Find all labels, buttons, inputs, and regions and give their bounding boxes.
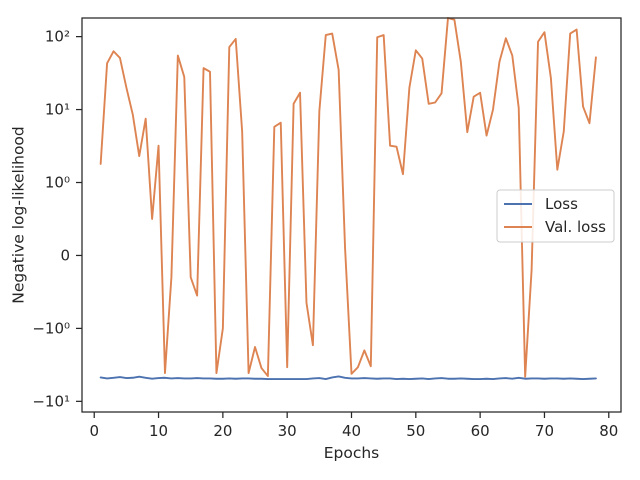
y-tick-label: 10¹ (45, 101, 70, 119)
legend: Loss Val. loss (496, 189, 615, 243)
y-tick-label: 10⁰ (45, 174, 70, 192)
x-tick-label: 60 (471, 422, 490, 440)
y-tick-label: −10⁰ (32, 319, 70, 337)
x-tick-label: 30 (278, 422, 297, 440)
legend-label: Loss (545, 195, 578, 213)
series-lines (99, 17, 597, 381)
x-tick-label: 40 (342, 422, 361, 440)
x-tick-label: 20 (213, 422, 232, 440)
x-tick-label: 0 (89, 422, 99, 440)
axes: 0 10 20 30 40 50 60 70 80 −10¹ −10⁰ 0 10⁰ 10¹ 10² (32, 28, 618, 440)
y-axis-title: Negative log-likelihood (10, 126, 28, 304)
y-tick-label: −10¹ (32, 392, 70, 410)
legend-label: Val. loss (545, 218, 606, 236)
y-tick-label: 10² (45, 28, 70, 46)
series-line-loss (99, 375, 597, 381)
x-tick-label: 70 (535, 422, 554, 440)
x-tick-label: 80 (599, 422, 618, 440)
x-tick-label: 10 (149, 422, 168, 440)
x-tick-label: 50 (406, 422, 425, 440)
x-axis-title: Epochs (324, 444, 380, 462)
plot-frame (81, 17, 622, 413)
legend-box (496, 189, 615, 243)
y-tick-label: 0 (60, 246, 70, 264)
series-line-val-loss (99, 17, 597, 378)
